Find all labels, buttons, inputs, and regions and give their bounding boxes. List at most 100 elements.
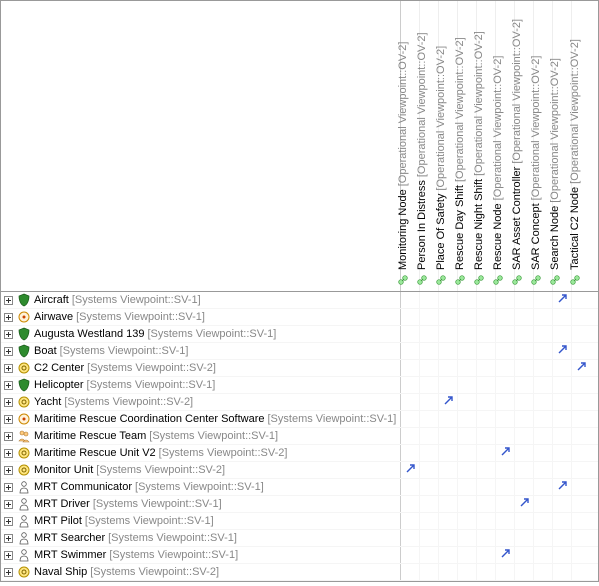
- matrix-cell[interactable]: [515, 326, 534, 342]
- matrix-cell[interactable]: [458, 377, 477, 393]
- matrix-cell[interactable]: [439, 326, 458, 342]
- matrix-cell[interactable]: [572, 513, 591, 529]
- matrix-cell[interactable]: [572, 462, 591, 478]
- matrix-cell[interactable]: [496, 496, 515, 512]
- matrix-cell[interactable]: [572, 360, 591, 376]
- matrix-cell[interactable]: [458, 360, 477, 376]
- matrix-cell[interactable]: [477, 428, 496, 444]
- matrix-cell[interactable]: [572, 530, 591, 546]
- matrix-cell[interactable]: [458, 326, 477, 342]
- matrix-cell[interactable]: [553, 530, 572, 546]
- matrix-cell[interactable]: [458, 564, 477, 580]
- matrix-cell[interactable]: [553, 394, 572, 410]
- matrix-cell[interactable]: [515, 564, 534, 580]
- matrix-cell[interactable]: [572, 547, 591, 563]
- matrix-cell[interactable]: [496, 445, 515, 461]
- matrix-cell[interactable]: [534, 411, 553, 427]
- matrix-cell[interactable]: [401, 394, 420, 410]
- tree-toggle-icon[interactable]: [3, 533, 14, 544]
- matrix-cell[interactable]: [496, 377, 515, 393]
- matrix-cell[interactable]: [477, 530, 496, 546]
- tree-toggle-icon[interactable]: [3, 346, 14, 357]
- matrix-cell[interactable]: [458, 445, 477, 461]
- matrix-cell[interactable]: [515, 411, 534, 427]
- matrix-cell[interactable]: [553, 547, 572, 563]
- matrix-cell[interactable]: [496, 513, 515, 529]
- matrix-cell[interactable]: [553, 564, 572, 580]
- matrix-cell[interactable]: [401, 326, 420, 342]
- matrix-cell[interactable]: [458, 462, 477, 478]
- matrix-cell[interactable]: [553, 411, 572, 427]
- matrix-cell[interactable]: [420, 530, 439, 546]
- matrix-cell[interactable]: [420, 445, 439, 461]
- matrix-cell[interactable]: [496, 479, 515, 495]
- matrix-cell[interactable]: [572, 445, 591, 461]
- tree-toggle-icon[interactable]: [3, 567, 14, 578]
- matrix-cell[interactable]: [553, 445, 572, 461]
- matrix-cell[interactable]: [420, 394, 439, 410]
- matrix-cell[interactable]: [477, 309, 496, 325]
- matrix-cell[interactable]: [572, 343, 591, 359]
- matrix-cell[interactable]: [420, 462, 439, 478]
- matrix-cell[interactable]: [439, 343, 458, 359]
- matrix-cell[interactable]: [458, 309, 477, 325]
- matrix-cell[interactable]: [553, 309, 572, 325]
- matrix-cell[interactable]: [477, 496, 496, 512]
- table-row[interactable]: MRT Pilot[Systems Viewpoint::SV-1]: [1, 513, 598, 530]
- matrix-cell[interactable]: [439, 445, 458, 461]
- matrix-cell[interactable]: [401, 292, 420, 308]
- matrix-cell[interactable]: [572, 411, 591, 427]
- matrix-cell[interactable]: [553, 343, 572, 359]
- matrix-cell[interactable]: [534, 343, 553, 359]
- matrix-cell[interactable]: [572, 326, 591, 342]
- matrix-cell[interactable]: [553, 513, 572, 529]
- table-row[interactable]: MRT Swimmer[Systems Viewpoint::SV-1]: [1, 547, 598, 564]
- table-row[interactable]: C2 Center[Systems Viewpoint::SV-2]: [1, 360, 598, 377]
- matrix-cell[interactable]: [534, 513, 553, 529]
- matrix-cell[interactable]: [496, 360, 515, 376]
- matrix-cell[interactable]: [439, 309, 458, 325]
- matrix-cell[interactable]: [534, 479, 553, 495]
- tree-toggle-icon[interactable]: [3, 380, 14, 391]
- table-row[interactable]: Aircraft[Systems Viewpoint::SV-1]: [1, 292, 598, 309]
- matrix-cell[interactable]: [477, 462, 496, 478]
- matrix-cell[interactable]: [420, 428, 439, 444]
- matrix-cell[interactable]: [534, 530, 553, 546]
- matrix-cell[interactable]: [439, 394, 458, 410]
- column-header[interactable]: Tactical C2 Node[Operational Viewpoint::…: [572, 1, 591, 291]
- matrix-cell[interactable]: [515, 496, 534, 512]
- table-row[interactable]: MRT Driver[Systems Viewpoint::SV-1]: [1, 496, 598, 513]
- matrix-cell[interactable]: [401, 462, 420, 478]
- matrix-cell[interactable]: [515, 530, 534, 546]
- matrix-cell[interactable]: [515, 513, 534, 529]
- matrix-cell[interactable]: [458, 530, 477, 546]
- matrix-cell[interactable]: [420, 547, 439, 563]
- matrix-cell[interactable]: [496, 411, 515, 427]
- tree-toggle-icon[interactable]: [3, 431, 14, 442]
- table-row[interactable]: Yacht[Systems Viewpoint::SV-2]: [1, 394, 598, 411]
- matrix-cell[interactable]: [515, 428, 534, 444]
- matrix-cell[interactable]: [553, 326, 572, 342]
- table-row[interactable]: Augusta Westland 139[Systems Viewpoint::…: [1, 326, 598, 343]
- matrix-cell[interactable]: [401, 564, 420, 580]
- matrix-cell[interactable]: [515, 377, 534, 393]
- matrix-cell[interactable]: [458, 479, 477, 495]
- matrix-cell[interactable]: [496, 394, 515, 410]
- matrix-cell[interactable]: [420, 309, 439, 325]
- matrix-cell[interactable]: [401, 530, 420, 546]
- tree-toggle-icon[interactable]: [3, 295, 14, 306]
- matrix-cell[interactable]: [496, 462, 515, 478]
- table-row[interactable]: Maritime Rescue Team[Systems Viewpoint::…: [1, 428, 598, 445]
- matrix-cell[interactable]: [401, 428, 420, 444]
- matrix-cell[interactable]: [420, 292, 439, 308]
- matrix-cell[interactable]: [458, 411, 477, 427]
- matrix-cell[interactable]: [401, 309, 420, 325]
- matrix-cell[interactable]: [534, 292, 553, 308]
- matrix-cell[interactable]: [515, 394, 534, 410]
- tree-toggle-icon[interactable]: [3, 363, 14, 374]
- matrix-cell[interactable]: [458, 428, 477, 444]
- matrix-cell[interactable]: [477, 360, 496, 376]
- tree-toggle-icon[interactable]: [3, 465, 14, 476]
- matrix-cell[interactable]: [553, 292, 572, 308]
- matrix-cell[interactable]: [420, 496, 439, 512]
